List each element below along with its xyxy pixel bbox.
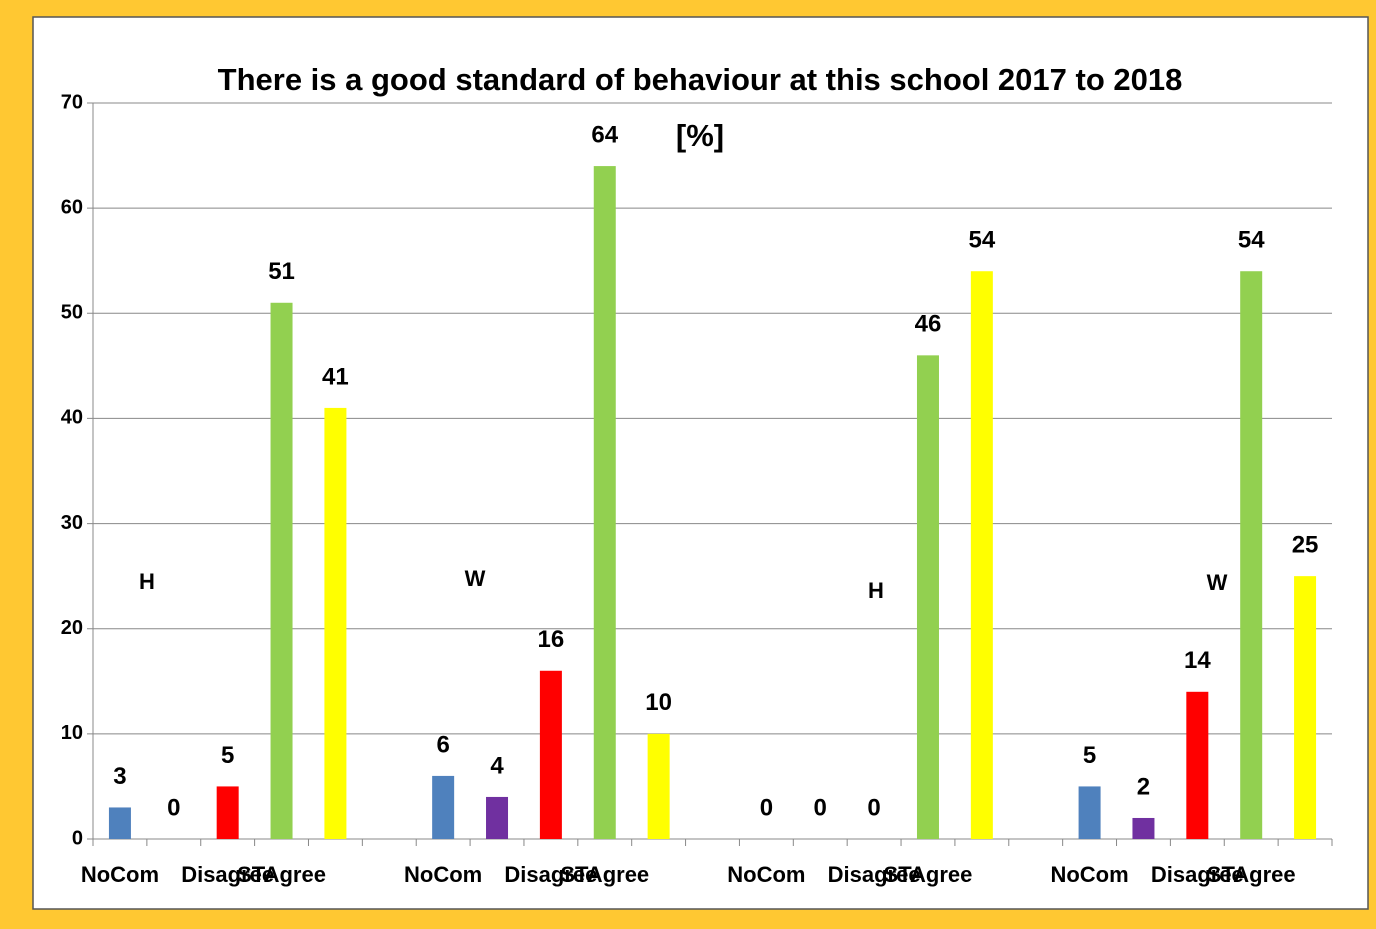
data-label: 3 (113, 763, 126, 790)
annotation: H (868, 578, 884, 603)
x-tick-label: STAgree (237, 862, 326, 887)
x-tick-label: Disagree (1151, 862, 1244, 887)
x-tick-label: NoCom (404, 862, 482, 887)
bar (108, 807, 131, 839)
data-label: 6 (436, 731, 449, 758)
chart-panel (32, 16, 1369, 910)
data-label: 2 (1137, 773, 1150, 800)
bar (432, 775, 455, 839)
data-label: 46 (915, 311, 942, 338)
x-tick-label: STAgree (884, 862, 973, 887)
bar (1294, 576, 1317, 839)
data-label: 5 (221, 742, 234, 769)
y-tick-label: 30 (61, 512, 83, 534)
data-label: 4 (490, 752, 504, 779)
data-label: 14 (1184, 647, 1211, 674)
x-tick-label: STAgree (1207, 862, 1296, 887)
data-label: 54 (1238, 227, 1265, 254)
bar (1186, 691, 1209, 839)
x-tick-label: NoCom (81, 862, 159, 887)
x-tick-label: Disagree (504, 862, 597, 887)
bar (593, 166, 616, 840)
x-tick-label: STAgree (560, 862, 649, 887)
x-tick-label: Disagree (181, 862, 274, 887)
bar (647, 733, 670, 839)
y-tick-label: 70 (61, 91, 83, 113)
bar (270, 302, 293, 839)
chart-title: There is a good standard of behaviour at… (217, 62, 1183, 153)
y-tick-label: 50 (61, 302, 83, 324)
bar (486, 796, 509, 839)
x-tick-label: Disagree (828, 862, 921, 887)
data-label: 0 (760, 794, 773, 821)
bar (916, 355, 939, 839)
annotation: W (465, 566, 486, 591)
data-label: 51 (268, 258, 295, 285)
bar (1240, 271, 1263, 839)
bar (1132, 817, 1155, 839)
data-label: 41 (322, 363, 349, 390)
bar (216, 786, 239, 839)
y-tick-label: 0 (72, 827, 83, 849)
data-label: 54 (968, 227, 995, 254)
data-label: 0 (814, 794, 827, 821)
x-tick-label: NoCom (1050, 862, 1128, 887)
bar (1078, 786, 1101, 839)
y-tick-label: 40 (61, 407, 83, 429)
y-tick-label: 10 (61, 722, 83, 744)
data-label: 0 (167, 794, 180, 821)
bar (970, 271, 993, 839)
data-label: 16 (538, 626, 565, 653)
annotation: H (139, 569, 155, 594)
data-label: 10 (645, 689, 672, 716)
x-tick-label: NoCom (727, 862, 805, 887)
y-tick-label: 60 (61, 196, 83, 218)
data-label: 5 (1083, 742, 1096, 769)
bar (324, 407, 347, 839)
data-label: 64 (591, 121, 618, 148)
annotation: W (1207, 570, 1228, 595)
data-label: 25 (1292, 531, 1319, 558)
y-tick-label: 20 (61, 617, 83, 639)
data-label: 0 (867, 794, 880, 821)
bar (539, 670, 562, 839)
